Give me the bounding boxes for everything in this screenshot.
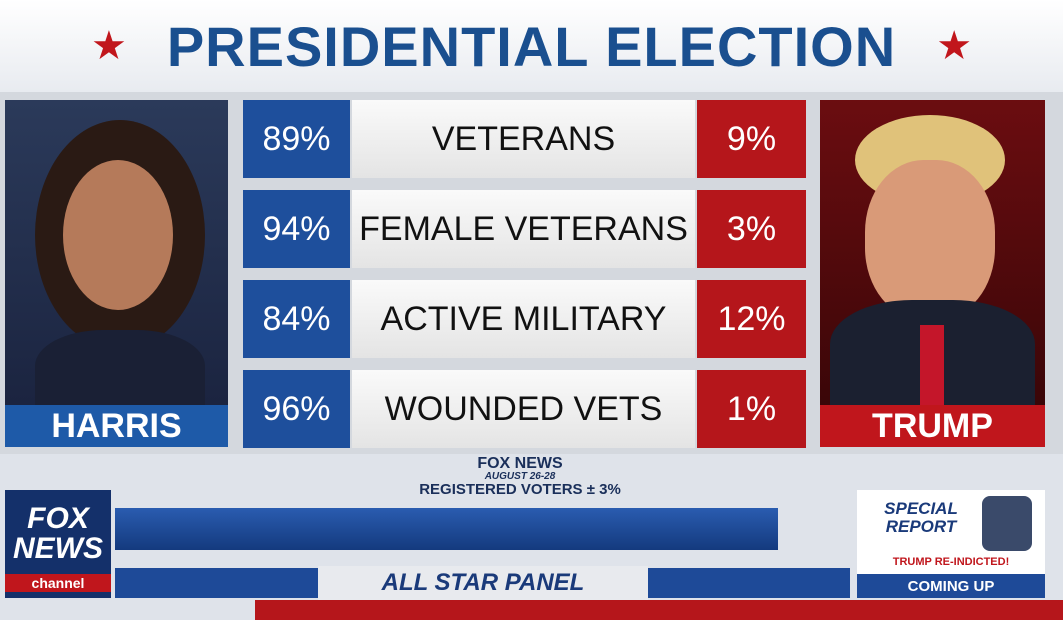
right-percent: 12%: [697, 280, 806, 358]
bottom-strip: [255, 600, 1063, 620]
star: ★: [936, 24, 973, 68]
lower-bar: [115, 508, 778, 550]
logo-text: channel: [5, 574, 111, 592]
row-label: ACTIVE MILITARY: [352, 280, 695, 358]
left-percent: 96%: [243, 370, 350, 448]
row-label: WOUNDED VETS: [352, 370, 695, 448]
left-percent: 94%: [243, 190, 350, 268]
logo-text: FOX: [27, 502, 89, 535]
logo: FOX NEWS channel: [5, 490, 111, 598]
promo-status: COMING UP: [857, 574, 1045, 598]
right-percent: 9%: [697, 100, 806, 178]
source-dates: AUGUST 26-28: [484, 471, 556, 482]
promo-headline: TRUMP RE-INDICTED!: [892, 556, 1010, 568]
photo-right: [820, 100, 1045, 405]
source-note: REGISTERED VOTERS ± 3%: [419, 481, 621, 498]
star: ★: [90, 24, 127, 68]
row-label: FEMALE VETERANS: [352, 190, 695, 268]
candidate-name: TRUMP: [820, 405, 1045, 447]
candidate-name: HARRIS: [5, 405, 228, 447]
right-percent: 3%: [697, 190, 806, 268]
promo-show: SPECIAL REPORT: [884, 499, 958, 536]
promo: SPECIAL REPORT TRUMP RE-INDICTED! COMING…: [857, 490, 1045, 598]
logo-text: NEWS: [13, 532, 103, 565]
source-outlet: FOX NEWS: [477, 455, 563, 472]
title: PRESIDENTIAL ELECTION: [166, 14, 897, 78]
right-percent: 1%: [697, 370, 806, 448]
title-bar: ★ PRESIDENTIAL ELECTION ★: [0, 0, 1063, 92]
ticker-panel: ALL STAR PANEL: [318, 566, 648, 600]
left-percent: 84%: [243, 280, 350, 358]
photo-left: [5, 100, 228, 405]
source: FOX NEWS AUGUST 26-28 REGISTERED VOTERS …: [380, 455, 660, 498]
left-percent: 89%: [243, 100, 350, 178]
row-label: VETERANS: [352, 100, 695, 178]
